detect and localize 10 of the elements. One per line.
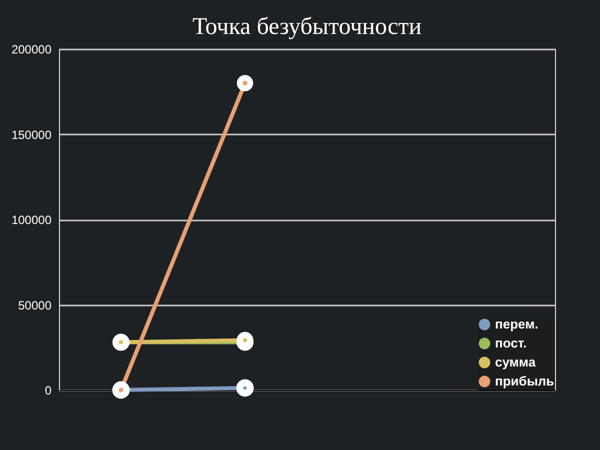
legend-label: перем.	[495, 316, 538, 332]
y-tick-label: 0	[44, 384, 52, 398]
legend-label: сумма	[495, 354, 536, 370]
y-tick-label: 50000	[18, 298, 52, 312]
legend-label: пост.	[495, 336, 527, 350]
y-tick-label: 150000	[11, 128, 52, 142]
legend-label: прибыль	[495, 374, 554, 388]
y-tick-label: 200000	[11, 42, 52, 56]
y-tick-label: 100000	[11, 213, 52, 227]
chart-title: Точка безубыточности	[192, 14, 422, 40]
